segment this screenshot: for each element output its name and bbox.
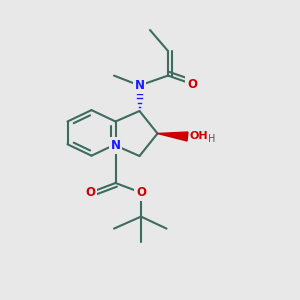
Text: O: O: [85, 186, 95, 199]
Text: O: O: [187, 77, 197, 91]
Text: N: N: [134, 79, 145, 92]
Text: N: N: [110, 139, 121, 152]
Text: OH: OH: [189, 131, 208, 141]
Text: O: O: [136, 186, 146, 199]
Polygon shape: [158, 132, 188, 141]
Text: H: H: [208, 134, 215, 144]
